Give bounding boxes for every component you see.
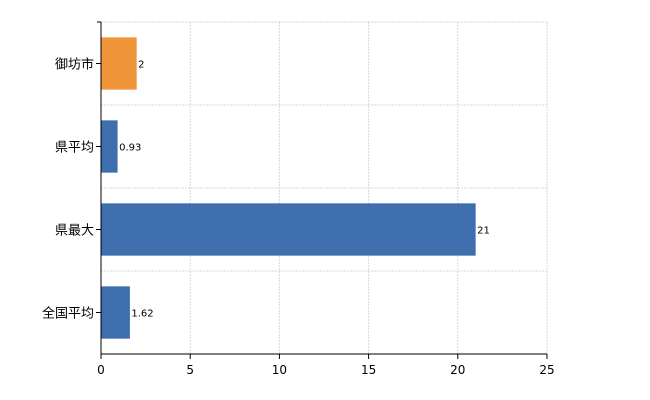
x-tick-label-5: 5 [186,363,194,377]
bars [101,37,476,339]
data-label-0: 2 [138,60,144,71]
bar-1 [101,120,118,173]
grid-lines [101,21,548,354]
bar-0 [101,37,137,90]
category-label-3: 全国平均 [42,306,94,322]
data-label-3: 1.62 [131,309,153,320]
x-tick-label-25: 25 [539,363,554,377]
x-tick-label-10: 10 [272,363,287,377]
bar-2 [101,203,476,256]
category-label-1: 県平均 [55,141,94,156]
labels: 2 御坊市 0.93 県平均 21 県最大 1.62 全国平均 0 5 10 15 20 25 [42,57,555,378]
axes [96,21,548,359]
data-label-1: 0.93 [119,143,141,154]
category-label-2: 県最大 [55,224,94,239]
bar-3 [101,286,130,339]
x-tick-label-20: 20 [450,363,465,377]
category-label-0: 御坊市 [55,57,94,73]
x-tick-label-15: 15 [361,363,376,377]
x-tick-label-0: 0 [97,363,105,377]
data-label-2: 21 [477,226,490,237]
